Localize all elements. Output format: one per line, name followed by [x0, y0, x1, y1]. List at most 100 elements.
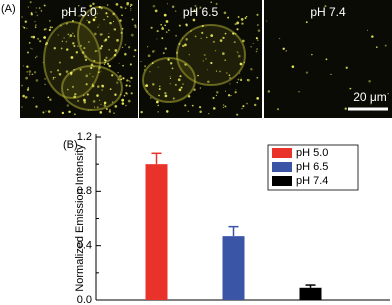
fluorescence-spot [324, 5, 327, 8]
fluorescence-spot [116, 38, 119, 42]
fluorescence-spot [237, 78, 240, 81]
fluorescence-spot [83, 100, 87, 104]
fluorescence-spot [26, 27, 28, 30]
fluorescence-spot [86, 93, 89, 96]
fluorescence-spot [27, 6, 29, 8]
fluorescence-spot [30, 12, 33, 14]
fluorescence-spot [134, 24, 137, 27]
fluorescence-spot [128, 80, 130, 82]
fluorescence-spot [26, 71, 28, 73]
fluorescence-spot [285, 50, 288, 52]
fluorescence-spot [282, 47, 285, 50]
fluorescence-spot [78, 5, 80, 7]
fluorescence-spot [40, 10, 43, 12]
fluorescence-spot [92, 18, 96, 22]
fluorescence-spot [65, 70, 69, 73]
fluorescence-spot [201, 24, 204, 28]
fluorescence-spot [178, 88, 182, 92]
fluorescence-spot [103, 19, 105, 21]
fluorescence-spot [241, 107, 243, 110]
fluorescence-spot [168, 29, 170, 32]
fluorescence-spot [124, 52, 127, 56]
fluorescence-spot [228, 76, 232, 80]
fluorescence-spot [140, 110, 143, 114]
fluorescence-spot [185, 23, 188, 26]
fluorescence-spot [134, 49, 137, 52]
fluorescence-spot [121, 102, 125, 105]
fluorescence-spot [214, 50, 217, 52]
fluorescence-spot [236, 81, 238, 84]
scale-bar-label: 20 μm [353, 90, 387, 104]
fluorescence-spot [92, 76, 94, 78]
fluorescence-spot [230, 95, 232, 97]
fluorescence-spot [257, 29, 261, 32]
fluorescence-spot [166, 3, 168, 5]
fluorescence-spot [74, 92, 77, 96]
fluorescence-spot [237, 16, 240, 18]
fluorescence-spot [246, 79, 249, 81]
fluorescence-spot [126, 3, 129, 6]
fluorescence-spot [291, 65, 295, 68]
fluorescence-spot [35, 55, 38, 58]
fluorescence-spot [44, 78, 46, 80]
fluorescence-spot [133, 55, 135, 58]
fluorescence-spot [91, 83, 94, 85]
fluorescence-spot [242, 105, 245, 108]
fluorescence-spot [241, 22, 244, 25]
fluorescence-spot [50, 71, 52, 73]
fluorescence-spot [121, 98, 125, 102]
fluorescence-spot [33, 71, 37, 74]
fluorescence-spot [99, 47, 102, 50]
fluorescence-spot [194, 12, 197, 14]
fluorescence-spot [96, 106, 99, 109]
fluorescence-spot [51, 26, 54, 29]
fluorescence-spot [161, 26, 163, 28]
fluorescence-spot [31, 73, 34, 76]
panel-label: (B) [63, 139, 78, 151]
fluorescence-spot [65, 23, 68, 25]
fluorescence-spot [109, 21, 112, 25]
fluorescence-spot [117, 78, 120, 81]
fluorescence-spot [29, 1, 32, 4]
fluorescence-spot [242, 39, 245, 43]
fluorescence-spot [97, 85, 100, 88]
fluorescence-spot [266, 20, 268, 22]
fluorescence-spot [236, 51, 238, 53]
fluorescence-spot [82, 15, 85, 18]
fluorescence-spot [37, 37, 40, 40]
cell [142, 57, 196, 103]
fluorescence-spot [73, 35, 76, 37]
fluorescence-spot [47, 110, 51, 113]
fluorescence-spot [255, 50, 258, 53]
fluorescence-spot [100, 45, 103, 48]
fluorescence-spot [28, 41, 31, 44]
fluorescence-spot [122, 77, 125, 80]
fluorescence-spot [21, 84, 23, 87]
fluorescence-spot [222, 36, 225, 39]
fluorescence-spot [73, 113, 76, 116]
fluorescence-spot [325, 58, 328, 61]
fluorescence-spot [144, 65, 147, 68]
fluorescence-spot [130, 9, 132, 11]
fluorescence-spot [69, 71, 73, 75]
fluorescence-spot [120, 78, 123, 81]
fluorescence-spot [90, 109, 92, 111]
fluorescence-spot [158, 88, 161, 91]
fluorescence-spot [39, 40, 42, 43]
fluorescence-spot [194, 4, 197, 8]
fluorescence-spot [131, 18, 134, 21]
fluorescence-spot [67, 73, 69, 75]
fluorescence-spot [34, 26, 37, 29]
fluorescence-spot [34, 24, 37, 27]
fluorescence-spot [101, 84, 104, 87]
fluorescence-spot [278, 37, 281, 40]
fluorescence-spot [26, 51, 29, 54]
fluorescence-spot [140, 60, 142, 63]
fluorescence-spot [52, 77, 55, 79]
fluorescence-spot [90, 63, 94, 67]
fluorescence-spot [48, 28, 52, 32]
fluorescence-spot [57, 34, 59, 36]
fluorescence-spot [28, 73, 31, 76]
fluorescence-spot [109, 108, 111, 111]
fluorescence-spot [58, 72, 62, 76]
